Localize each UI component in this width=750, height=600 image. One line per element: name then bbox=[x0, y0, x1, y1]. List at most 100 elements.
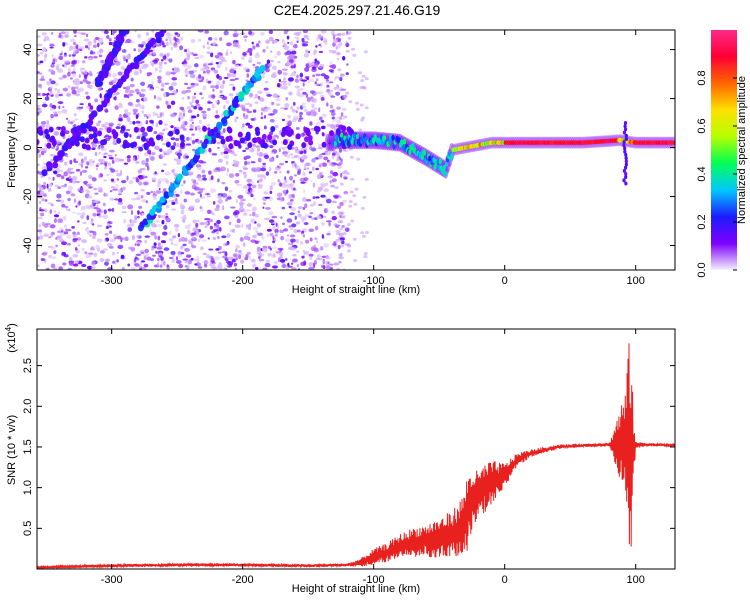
noise-cell bbox=[139, 93, 146, 98]
noise-cell bbox=[119, 113, 122, 118]
noise-cell bbox=[284, 52, 288, 56]
band-cell bbox=[140, 126, 146, 133]
noise-cell bbox=[103, 238, 107, 243]
noise-cell bbox=[289, 41, 294, 46]
noise-cell bbox=[312, 196, 316, 200]
noise-cell bbox=[212, 200, 216, 205]
noise-cell bbox=[303, 108, 308, 113]
noise-cell bbox=[115, 126, 121, 130]
noise-cell bbox=[260, 32, 265, 36]
noise-cell bbox=[277, 61, 281, 64]
noise-cell bbox=[52, 58, 56, 64]
noise-cell bbox=[289, 153, 294, 156]
noise-cell bbox=[221, 193, 228, 198]
noise-cell bbox=[201, 169, 206, 174]
noise-cell bbox=[37, 236, 40, 241]
noise-cell bbox=[206, 41, 209, 45]
noise-cell bbox=[153, 223, 157, 228]
noise-cell bbox=[100, 59, 105, 64]
noise-cell bbox=[331, 116, 335, 120]
noise-cell bbox=[174, 227, 179, 232]
noise-cell bbox=[286, 189, 289, 194]
noise-cell bbox=[232, 59, 236, 65]
noise-cell bbox=[141, 260, 146, 263]
noise-cell bbox=[248, 92, 254, 98]
noise-cell bbox=[72, 231, 76, 235]
noise-cell bbox=[287, 62, 291, 66]
noise-cell bbox=[250, 193, 254, 198]
noise-cell bbox=[38, 224, 42, 228]
signal-core bbox=[352, 132, 356, 139]
band-cell bbox=[239, 137, 245, 144]
noise-cell bbox=[196, 125, 201, 131]
noise-cell bbox=[84, 56, 88, 59]
noise-cell bbox=[77, 59, 80, 64]
noise-cell bbox=[339, 219, 344, 223]
noise-cell bbox=[51, 256, 57, 260]
noise-cell bbox=[166, 52, 170, 57]
noise-cell bbox=[301, 102, 306, 106]
noise-cell bbox=[235, 244, 240, 249]
noise-cell bbox=[132, 108, 139, 113]
band-cell bbox=[267, 134, 273, 141]
noise-cell bbox=[276, 50, 281, 56]
noise-cell bbox=[221, 181, 226, 185]
noise-cell bbox=[130, 210, 134, 215]
noise-cell bbox=[225, 52, 229, 56]
noise-cell bbox=[232, 211, 237, 216]
noise-cell bbox=[286, 201, 293, 206]
noise-cell bbox=[165, 217, 171, 222]
noise-cell bbox=[242, 149, 247, 153]
noise-cell bbox=[198, 159, 204, 164]
noise-cell bbox=[223, 267, 227, 270]
noise-cell bbox=[240, 259, 245, 264]
noise-cell bbox=[363, 255, 368, 259]
noise-cell bbox=[179, 106, 185, 111]
band-cell bbox=[84, 137, 90, 144]
noise-cell bbox=[291, 71, 297, 77]
noise-cell bbox=[287, 150, 290, 154]
noise-cell bbox=[146, 72, 153, 76]
noise-cell bbox=[200, 246, 204, 251]
noise-cell bbox=[345, 91, 350, 95]
noise-cell bbox=[40, 86, 43, 89]
noise-cell bbox=[254, 166, 260, 171]
x-tick-label: 0 bbox=[502, 574, 508, 586]
noise-cell bbox=[60, 184, 67, 188]
noise-cell bbox=[72, 263, 79, 267]
band-cell bbox=[207, 130, 213, 137]
noise-cell bbox=[212, 236, 216, 241]
noise-cell bbox=[170, 241, 174, 245]
noise-cell bbox=[262, 206, 265, 209]
noise-cell bbox=[70, 64, 76, 67]
noise-cell bbox=[225, 198, 228, 202]
noise-cell bbox=[337, 165, 343, 170]
noise-cell bbox=[182, 127, 187, 131]
noise-cell bbox=[214, 37, 218, 41]
noise-cell bbox=[68, 256, 73, 262]
noise-cell bbox=[302, 91, 307, 95]
noise-cell bbox=[78, 152, 84, 157]
noise-cell bbox=[74, 260, 80, 264]
noise-cell bbox=[49, 44, 55, 47]
noise-cell bbox=[230, 51, 233, 55]
noise-cell bbox=[114, 157, 121, 162]
noise-cell bbox=[294, 162, 297, 168]
noise-cell bbox=[204, 221, 209, 225]
noise-cell bbox=[125, 111, 132, 116]
noise-cell bbox=[87, 195, 93, 199]
noise-cell bbox=[76, 212, 82, 215]
noise-cell bbox=[336, 267, 341, 270]
noise-cell bbox=[138, 205, 143, 209]
noise-cell bbox=[93, 55, 98, 59]
noise-cell bbox=[197, 266, 203, 269]
noise-cell bbox=[121, 67, 126, 71]
noise-cell bbox=[346, 249, 351, 253]
noise-cell bbox=[91, 201, 95, 204]
noise-cell bbox=[319, 116, 323, 121]
noise-cell bbox=[41, 199, 44, 202]
noise-cell bbox=[328, 49, 334, 53]
noise-cell bbox=[321, 113, 327, 118]
noise-cell bbox=[81, 60, 86, 64]
noise-cell bbox=[225, 100, 230, 104]
